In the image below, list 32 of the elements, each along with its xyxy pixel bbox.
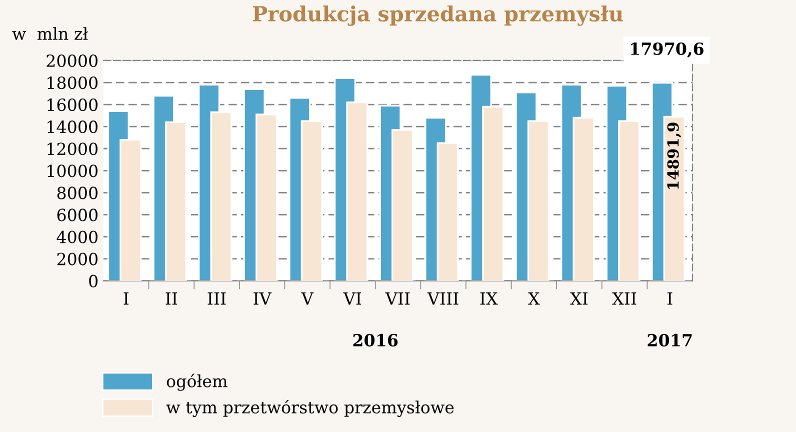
y-tick-label: 12000: [48, 142, 98, 156]
x-tick-label: I: [667, 292, 672, 305]
y-tick-label: 8000: [57, 186, 98, 200]
y-tick-label: 14000: [48, 120, 98, 134]
x-tick-label: III: [208, 292, 226, 305]
x-tick-label: VII: [385, 292, 410, 305]
text: 2017: [648, 334, 692, 346]
y-tick-label: 16000: [48, 98, 98, 112]
legend-label: w tym przetwórstwo przemysłowe: [166, 400, 454, 417]
y-tick-label: 20000: [46, 54, 98, 68]
y-tick-label: 4000: [56, 230, 98, 244]
y-tick-label: 2000: [57, 252, 98, 266]
x-tick-label: VI: [343, 292, 362, 305]
y-tick-label: 10000: [48, 164, 98, 178]
chart-title: Produkcja sprzedana przemysłu: [252, 5, 623, 26]
x-tick-label: II: [166, 292, 178, 305]
x-tick-label: XII: [612, 292, 636, 305]
y-axis-title: w mln zł: [12, 27, 88, 40]
data-label: 14891,9: [667, 122, 682, 189]
data-label: 17970,6: [631, 42, 704, 58]
legend-label: ogółem: [166, 374, 228, 391]
y-tick-label: 0: [89, 274, 98, 288]
y-tick-label: 6000: [57, 208, 98, 222]
x-tick-label: IX: [480, 292, 498, 305]
x-tick-label: X: [528, 292, 540, 305]
x-tick-label: XI: [570, 292, 588, 305]
x-tick-label: IV: [254, 292, 272, 305]
x-tick-label: V: [301, 292, 314, 305]
y-tick-label: 18000: [48, 76, 98, 90]
x-tick-label: I: [124, 292, 129, 305]
text: 2016: [353, 334, 398, 346]
x-tick-label: VIII: [427, 292, 458, 305]
